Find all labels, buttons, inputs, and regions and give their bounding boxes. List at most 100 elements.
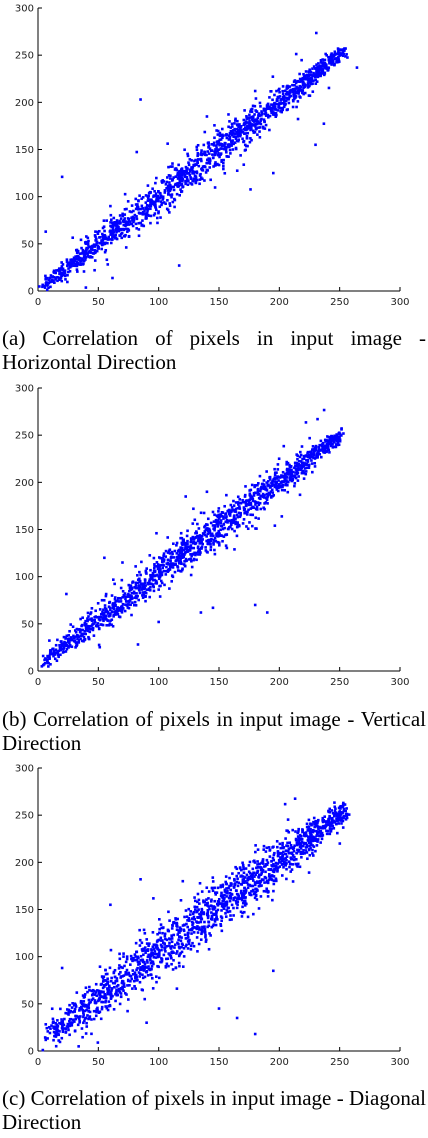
scatter-point	[185, 175, 189, 179]
scatter-point	[45, 1026, 49, 1030]
scatter-point	[272, 969, 275, 973]
scatter-point	[135, 592, 138, 595]
scatter-point	[53, 653, 57, 656]
scatter-point	[252, 124, 256, 127]
scatter-point	[217, 153, 220, 157]
scatter-point	[86, 611, 90, 615]
scatter-point	[211, 510, 215, 514]
scatter-point	[50, 652, 54, 656]
scatter-point	[234, 119, 237, 122]
scatter-point	[214, 893, 218, 896]
scatter-point	[102, 612, 105, 615]
x-tick-label: 0	[35, 677, 41, 688]
scatter-point	[331, 824, 335, 828]
scatter-point	[287, 469, 291, 472]
scatter-point	[102, 219, 106, 222]
scatter-point	[93, 999, 97, 1002]
scatter-point	[74, 630, 78, 634]
scatter-point	[260, 884, 263, 887]
scatter-point	[98, 627, 101, 630]
scatter-point	[153, 578, 156, 582]
scatter-point	[105, 1006, 109, 1010]
scatter-point	[129, 588, 132, 591]
scatter-point	[166, 189, 170, 192]
scatter-point	[199, 176, 203, 179]
scatter-point	[254, 500, 257, 504]
scatter-point	[71, 1002, 74, 1005]
scatter-point	[95, 615, 99, 619]
scatter-point	[173, 205, 176, 209]
scatter-point	[279, 481, 283, 484]
scatter-point	[210, 916, 214, 919]
scatter-point	[249, 125, 253, 129]
scatter-point	[189, 913, 192, 916]
scatter-point	[243, 881, 246, 884]
scatter-point	[343, 815, 347, 818]
scatter-point	[135, 979, 138, 982]
scatter-point	[313, 465, 317, 468]
scatter-point	[81, 628, 84, 632]
scatter-point	[65, 634, 69, 638]
x-tick-label: 300	[390, 297, 409, 308]
scatter-point	[41, 654, 45, 658]
scatter-point	[165, 944, 169, 948]
scatter-point	[236, 506, 240, 510]
scatter-point	[164, 937, 167, 941]
scatter-point	[168, 185, 172, 189]
scatter-point	[114, 233, 118, 237]
scatter-point	[217, 163, 221, 167]
scatter-point	[297, 848, 301, 852]
scatter-point	[205, 550, 209, 554]
scatter-point	[148, 957, 152, 960]
scatter-point	[199, 511, 203, 515]
scatter-point	[76, 251, 79, 254]
scatter-point	[130, 216, 134, 219]
scatter-point	[144, 965, 147, 968]
y-tick-label: 50	[21, 999, 34, 1010]
scatter-point	[200, 908, 204, 912]
scatter-point	[160, 959, 164, 963]
scatter-point	[117, 967, 121, 970]
scatter-point	[254, 503, 257, 506]
scatter-point	[134, 586, 138, 590]
scatter-point	[302, 86, 305, 90]
scatter-point	[190, 928, 194, 932]
scatter-point	[160, 957, 163, 960]
scatter-point	[133, 596, 137, 599]
scatter-point	[121, 595, 124, 599]
scatter-point	[105, 623, 108, 627]
scatter-point	[315, 829, 318, 833]
scatter-point	[215, 910, 218, 914]
scatter-point	[252, 912, 255, 916]
scatter-point	[54, 648, 58, 652]
scatter-point	[172, 176, 175, 179]
scatter-point	[236, 903, 239, 906]
scatter-point	[330, 820, 334, 823]
scatter-point	[264, 123, 268, 127]
scatter-point	[192, 915, 196, 919]
scatter-point	[184, 945, 188, 948]
scatter-point	[257, 492, 261, 496]
scatter-point	[142, 584, 146, 588]
scatter-point	[161, 566, 165, 570]
scatter-point	[250, 495, 254, 498]
scatter-point	[114, 999, 117, 1003]
scatter-point	[268, 873, 271, 876]
scatter-point	[186, 933, 190, 937]
scatter-point	[220, 895, 224, 898]
scatter-point	[289, 94, 293, 98]
scatter-point	[282, 863, 285, 866]
scatter-point	[71, 1021, 74, 1024]
y-tick-label: 100	[15, 192, 34, 203]
scatter-point	[82, 250, 85, 253]
scatter-point	[228, 519, 232, 522]
scatter-point	[204, 903, 207, 907]
scatter-point	[218, 131, 222, 135]
scatter-point	[90, 617, 93, 620]
scatter-point	[248, 871, 252, 875]
scatter-point	[225, 533, 229, 536]
scatter-point	[160, 581, 164, 585]
scatter-point	[101, 1000, 105, 1004]
scatter-point	[309, 70, 313, 74]
scatter-point	[278, 485, 282, 489]
